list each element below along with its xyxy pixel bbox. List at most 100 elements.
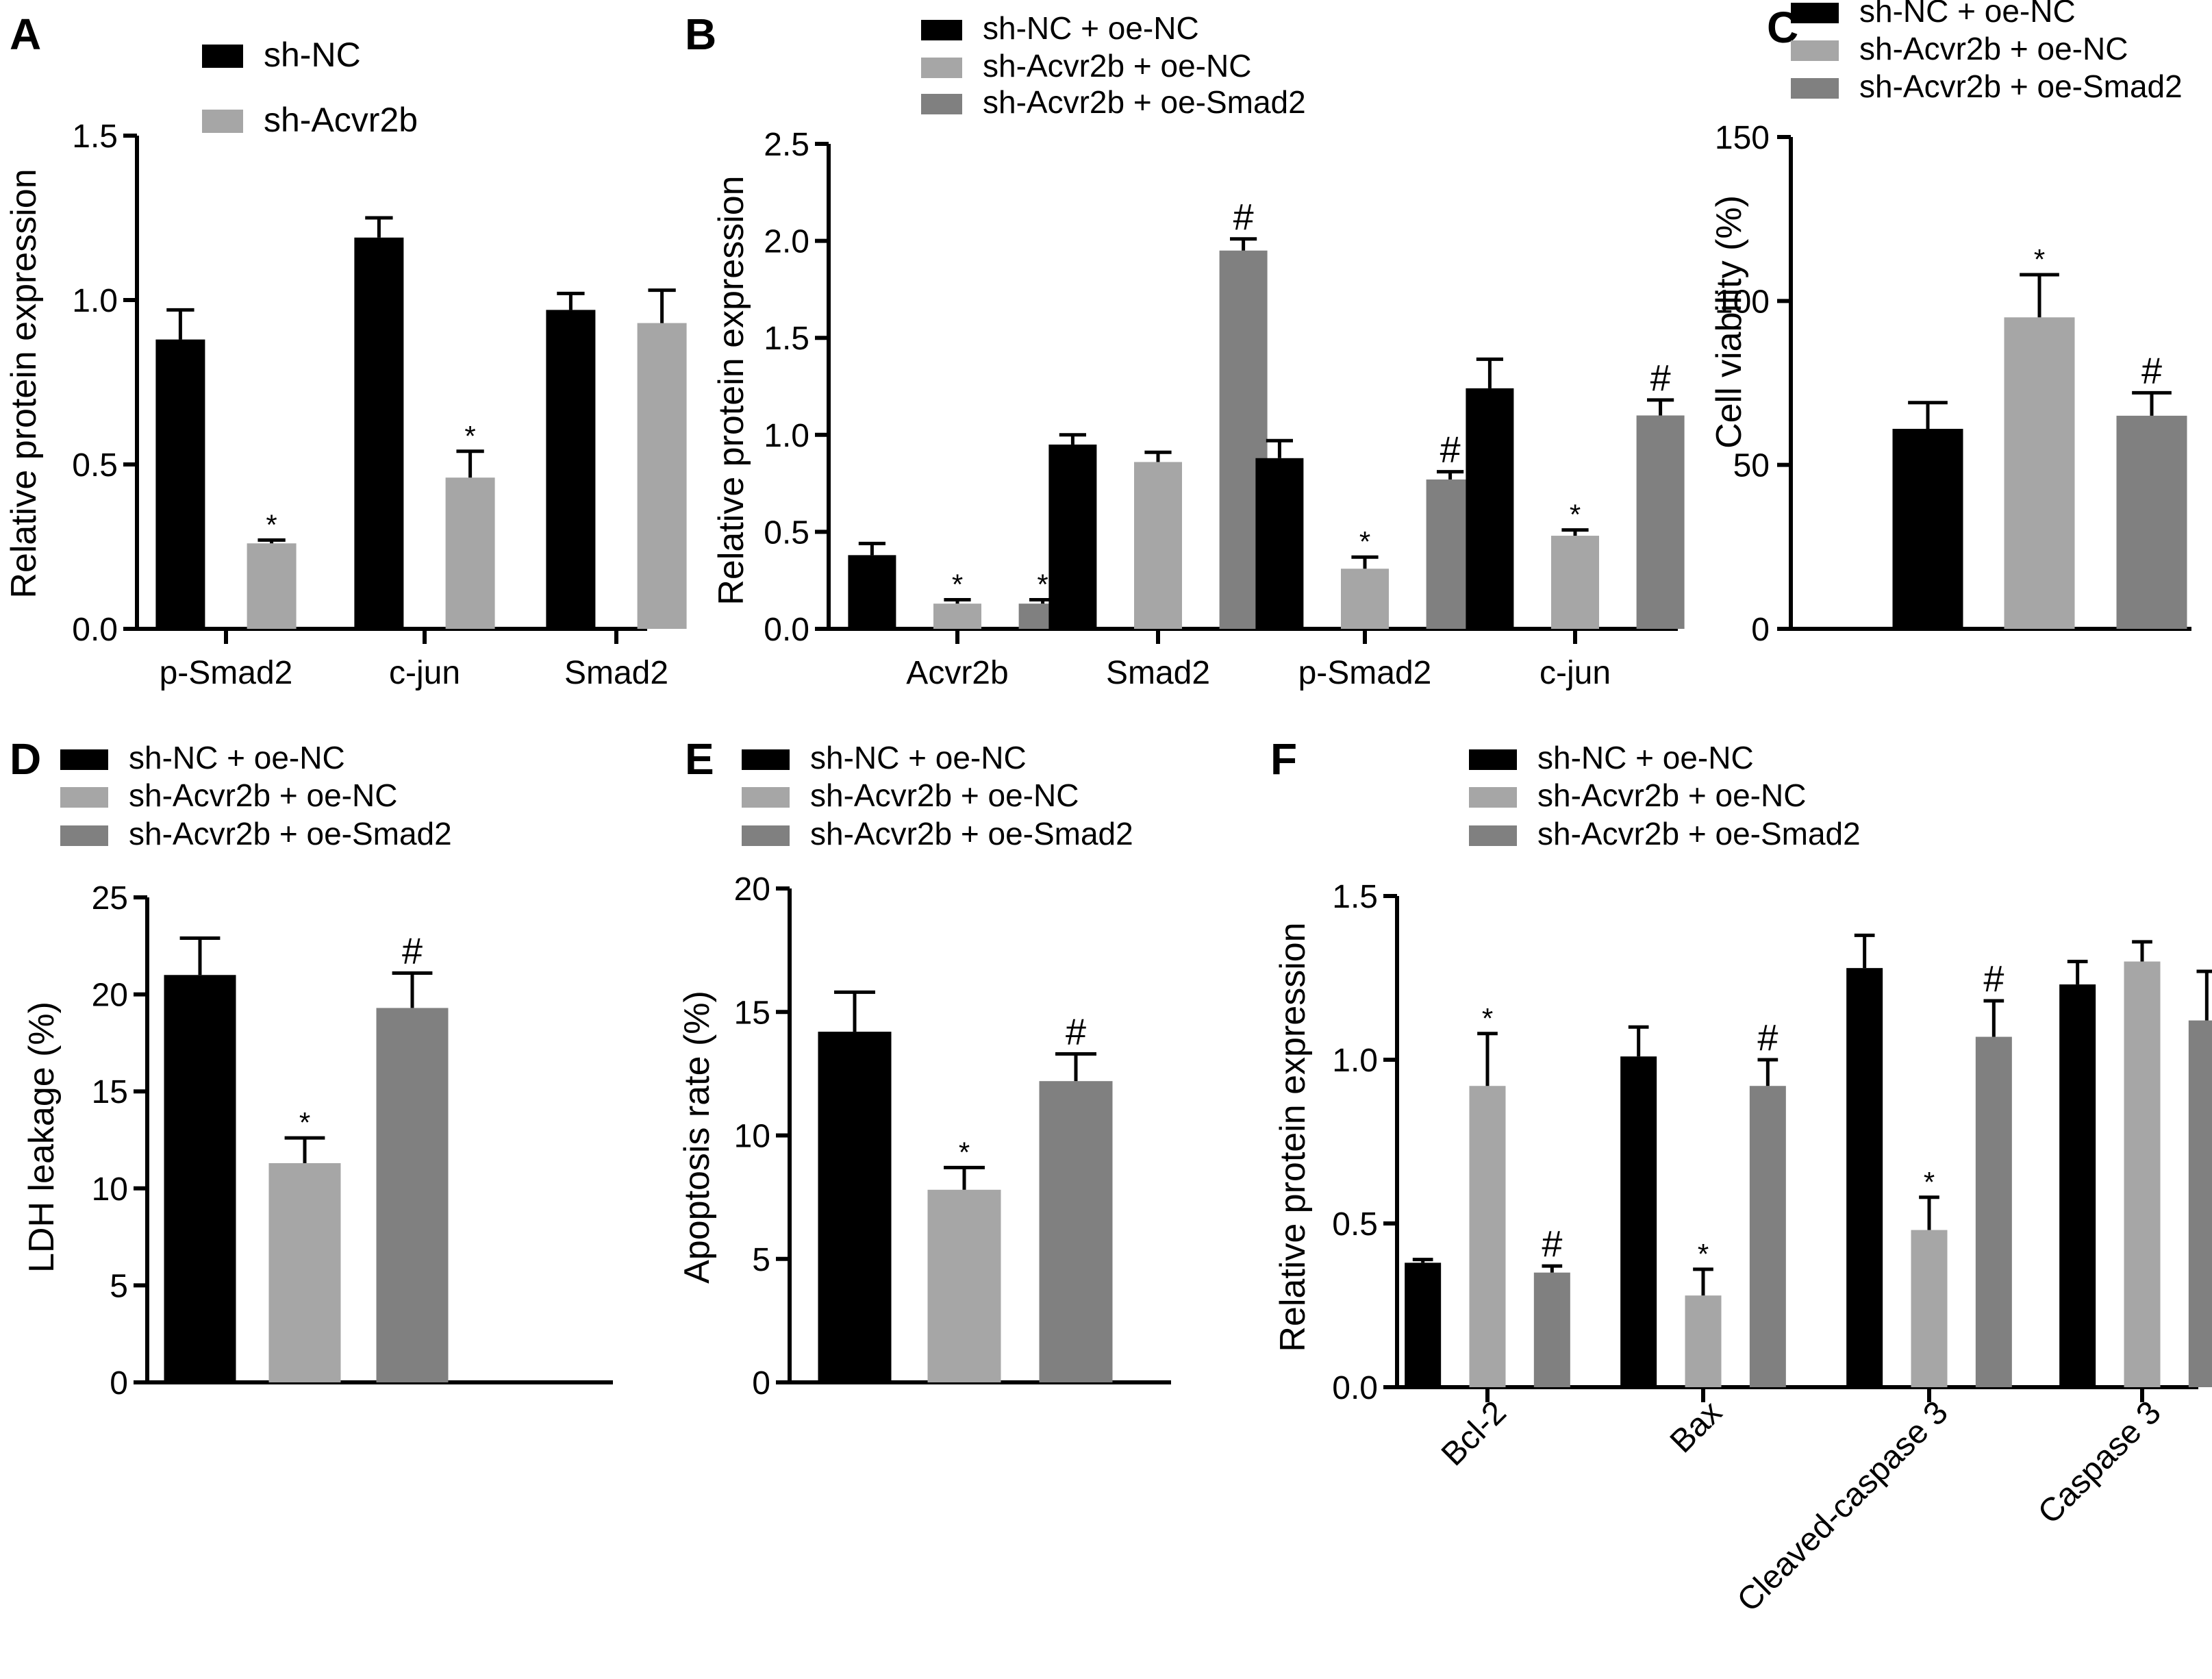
y-tick-label: 150	[1715, 120, 1770, 156]
bar-b-0-1	[933, 604, 981, 629]
y-tick-label: 0.5	[72, 447, 118, 484]
significance-mark: *	[1482, 1002, 1493, 1034]
bar-f-2-2	[1975, 1036, 2012, 1387]
bar-b-3-2	[1636, 415, 1685, 629]
legend-swatch	[60, 825, 108, 846]
x-tick-label: c-jun	[389, 655, 460, 691]
significance-mark: *	[299, 1106, 310, 1139]
legend-swatch	[1791, 78, 1839, 99]
y-tick-label: 15	[92, 1074, 128, 1110]
bar-b-2-1	[1341, 569, 1389, 629]
y-axis-title: Relative protein expression	[1273, 922, 1313, 1352]
x-tick-label: Smad2	[564, 655, 668, 691]
y-axis-title: Apoptosis rate (%)	[677, 991, 717, 1284]
y-tick-label: 15	[734, 995, 770, 1031]
legend-label: sh-Acvr2b + oe-Smad2	[810, 816, 1133, 851]
bar-a-2-0	[546, 310, 596, 629]
legend-label: sh-Acvr2b + oe-NC	[810, 778, 1079, 813]
bar-b-2-0	[1255, 458, 1304, 629]
bar-f-0-0	[1405, 1263, 1442, 1387]
bar-e-0	[818, 1032, 892, 1382]
legend-label: sh-NC + oe-NC	[129, 740, 345, 775]
y-axis-title: Cell viability (%)	[1709, 195, 1749, 449]
legend-label: sh-Acvr2b + oe-NC	[129, 778, 397, 813]
bar-f-3-2	[2188, 1020, 2212, 1387]
y-tick-label: 10	[734, 1119, 770, 1155]
legend-swatch	[742, 787, 790, 808]
panel-letter: D	[10, 734, 41, 784]
y-tick-label: 25	[92, 880, 128, 917]
legend-label: sh-Acvr2b + oe-NC	[983, 48, 1251, 84]
bar-b-0-0	[848, 555, 896, 629]
x-tick-label: Caspase 3	[2031, 1394, 2168, 1531]
bar-b-3-1	[1551, 536, 1599, 629]
panel-letter: F	[1270, 734, 1297, 784]
legend-label: sh-NC + oe-NC	[983, 10, 1199, 46]
significance-mark: *	[1698, 1238, 1709, 1270]
legend-swatch	[1469, 787, 1517, 808]
significance-mark: *	[959, 1136, 970, 1168]
legend-label: sh-NC	[264, 36, 361, 74]
significance-mark: #	[1757, 1017, 1778, 1058]
x-tick-label: p-Smad2	[160, 655, 293, 691]
bar-f-3-0	[2059, 984, 2096, 1387]
x-tick-label: Cleaved-caspase 3	[1731, 1394, 1955, 1619]
legend-label: sh-Acvr2b + oe-Smad2	[983, 84, 1306, 120]
legend-label: sh-Acvr2b + oe-Smad2	[1859, 69, 2183, 104]
y-tick-label: 100	[1715, 284, 1770, 320]
y-tick-label: 0.5	[764, 514, 809, 551]
y-tick-label: 0	[110, 1365, 128, 1402]
legend-label: sh-Acvr2b + oe-Smad2	[129, 816, 452, 851]
legend-label: sh-NC + oe-NC	[1537, 740, 1754, 775]
y-tick-label: 1.0	[1332, 1043, 1378, 1079]
bar-b-3-0	[1466, 388, 1514, 629]
legend-swatch	[1791, 3, 1839, 23]
significance-mark: #	[2141, 350, 2162, 391]
y-axis-title: Relative protein expression	[4, 169, 44, 598]
bar-f-0-2	[1533, 1272, 1570, 1387]
bar-f-1-2	[1749, 1086, 1786, 1387]
y-tick-label: 0.0	[72, 612, 118, 648]
y-tick-label: 20	[734, 871, 770, 908]
panel-letter: A	[10, 10, 41, 59]
bar-b-1-0	[1048, 444, 1097, 629]
legend-label: sh-NC + oe-NC	[810, 740, 1027, 775]
significance-mark: *	[1037, 569, 1048, 601]
bar-b-1-1	[1134, 462, 1182, 629]
significance-mark: *	[266, 508, 277, 540]
panel-letter: E	[685, 734, 714, 784]
legend-swatch	[1469, 749, 1517, 770]
significance-mark: *	[2034, 243, 2045, 275]
x-tick-label: Bcl-2	[1435, 1394, 1513, 1473]
y-tick-label: 2.0	[764, 224, 809, 260]
significance-mark: *	[952, 569, 963, 601]
legend-label: sh-Acvr2b + oe-NC	[1537, 778, 1806, 813]
significance-mark: *	[464, 420, 475, 452]
legend-swatch	[742, 749, 790, 770]
x-tick-label: p-Smad2	[1298, 655, 1432, 691]
panel-letter: B	[685, 10, 716, 59]
bar-f-2-1	[1911, 1230, 1948, 1387]
x-tick-label: Smad2	[1106, 655, 1210, 691]
panel-b: B 0.0 0.5 1.0 1.5 2.0 2.5 Relative protein expr…	[685, 10, 1685, 691]
y-tick-label: 1.5	[1332, 879, 1378, 915]
panel-f: F 0.0 0.5 1.0 1.5 Relative protein expression…	[1270, 734, 2212, 1619]
y-tick-label: 1.5	[764, 321, 809, 357]
legend-swatch	[60, 787, 108, 808]
legend-swatch	[921, 58, 962, 78]
significance-mark: #	[1233, 197, 1254, 238]
y-tick-label: 5	[110, 1268, 128, 1304]
bar-d-1	[268, 1162, 341, 1382]
legend-swatch	[202, 45, 243, 68]
bar-c-1	[2004, 317, 2075, 629]
significance-mark: #	[1542, 1223, 1562, 1265]
significance-mark: *	[1570, 499, 1581, 531]
bar-f-1-1	[1685, 1295, 1722, 1387]
y-tick-label: 0	[752, 1365, 770, 1402]
legend-swatch	[742, 825, 790, 846]
y-axis-title: LDH leakage (%)	[22, 1002, 62, 1273]
bar-f-3-1	[2124, 961, 2161, 1387]
legend-label: sh-Acvr2b + oe-NC	[1859, 31, 2128, 66]
bar-a-2-1	[637, 323, 687, 629]
legend-swatch	[921, 20, 962, 40]
